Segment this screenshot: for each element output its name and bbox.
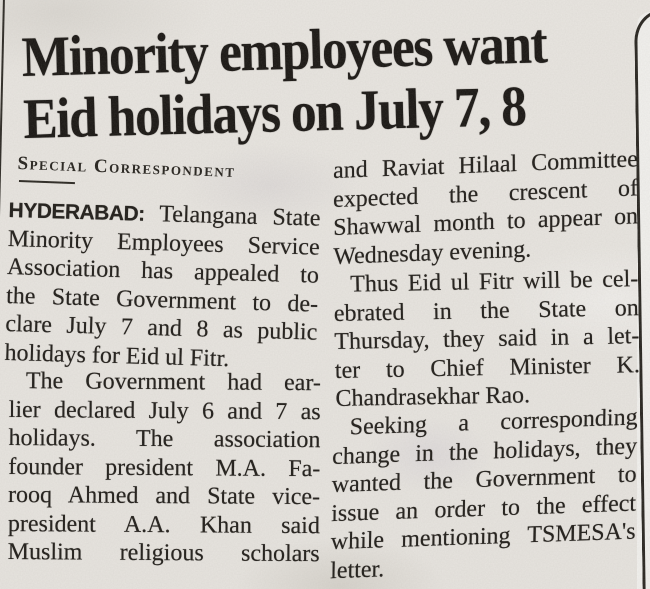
body-line: Muslim religious scholars	[7, 538, 320, 568]
left-column: HYDERABAD: Telangana State Minority Empl…	[4, 196, 321, 569]
paragraph-4: Thus Eid ul Fitr will be cel- ebrated in…	[333, 265, 641, 413]
body-line: holidays. The association	[8, 424, 321, 454]
body-line: founder president M.A. Fa-	[8, 453, 321, 482]
paragraph-5: Seeking a corresponding change in the ho…	[330, 403, 638, 585]
right-column: and Raviat Hilaal Committee expected the…	[330, 146, 641, 585]
paragraph-1: HYDERABAD: Telangana State Minority Empl…	[4, 196, 321, 376]
byline-underline	[18, 180, 75, 185]
byline: Special Correspondent	[17, 153, 236, 190]
body-line-text: Telangana State	[144, 200, 321, 232]
paragraph-2: The Government had ear- lier declared Ju…	[8, 367, 321, 569]
body-line: lier declared July 6 and 7 as	[8, 396, 321, 425]
body-line: president A.A. Khan said	[7, 510, 320, 539]
paragraph-3: and Raviat Hilaal Committee expected the…	[333, 145, 638, 271]
clipping-left-border	[0, 0, 5, 258]
headline: Minority employees want Eid holidays on …	[21, 12, 607, 151]
body-line: rooq Ahmed and State vice-	[8, 481, 321, 511]
headline-line-2: Eid holidays on July 7, 8	[22, 74, 527, 151]
byline-text: Special Correspondent	[17, 153, 236, 182]
body-line: The Government had ear-	[25, 368, 321, 397]
body-line: ter to Chief Minister K.	[334, 351, 641, 384]
dateline: HYDERABAD:	[8, 198, 146, 226]
